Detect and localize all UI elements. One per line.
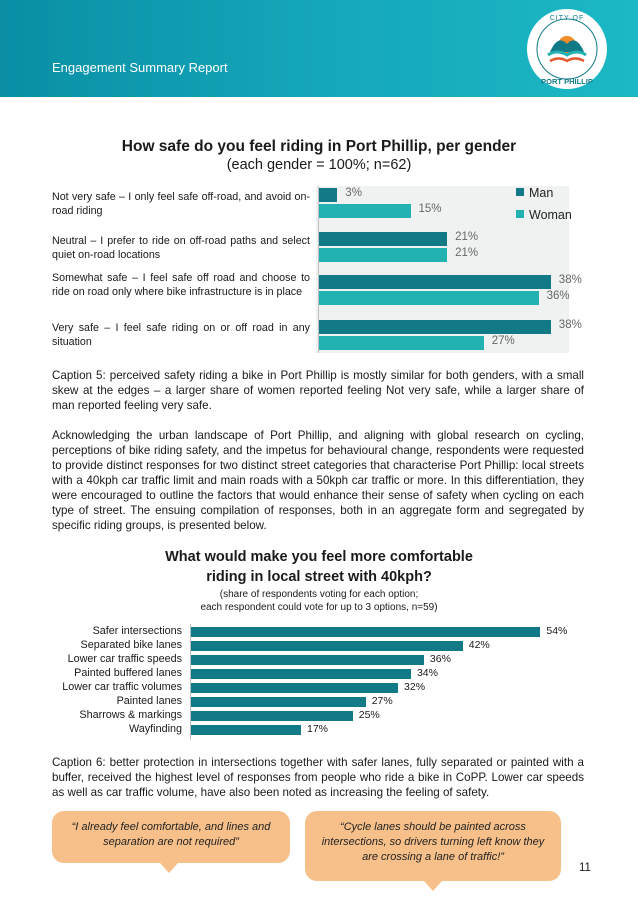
- chart1-subtitle: (each gender = 100%; n=62): [226, 157, 412, 173]
- chart1-data-label: 3%: [345, 187, 362, 199]
- chart2-subtitle-line2: each respondent could vote for up to 3 o…: [200, 602, 438, 613]
- page-number: 11: [579, 862, 591, 874]
- chart2-data-label: 34%: [416, 667, 438, 679]
- chart1-bar-man: [319, 320, 551, 334]
- chart1-data-label: 38%: [558, 274, 582, 286]
- chart1-data-label: 21%: [455, 247, 479, 259]
- chart1-bar-man: [319, 232, 448, 246]
- quote-bubble: “I already feel comfortable, and lines a…: [52, 811, 290, 863]
- quote-text: “Cycle lanes should be painted across in…: [321, 821, 545, 863]
- legend-label-man: Man: [529, 186, 554, 200]
- chart2-category-label: Lower car traffic volumes: [62, 681, 182, 693]
- chart1-bar-woman: [319, 204, 411, 218]
- quote-tail: [424, 881, 442, 891]
- chart2-bar: [191, 669, 411, 679]
- chart1-row-label: Somewhat safe – I feel safe off road and…: [52, 272, 310, 298]
- chart2-data-label: 25%: [358, 709, 380, 721]
- chart1-row-label: Neutral – I prefer to ride on off-road p…: [52, 235, 310, 261]
- legend-woman: Woman: [516, 208, 572, 222]
- chart1-data-label: 15%: [418, 203, 442, 215]
- report-title: Engagement Summary Report: [52, 60, 228, 75]
- chart1-data-label: 27%: [491, 335, 515, 347]
- chart1-bar-man: [319, 188, 338, 202]
- chart2-data-label: 27%: [371, 695, 393, 707]
- chart1-row-label: Not very safe – I only feel safe off-roa…: [52, 191, 310, 217]
- chart2-bar: [191, 725, 301, 735]
- chart2-subtitle-line1: (share of respondents voting for each op…: [219, 589, 419, 600]
- chart2-category-label: Painted lanes: [116, 695, 182, 707]
- chart2-category-label: Lower car traffic speeds: [67, 653, 182, 665]
- chart2-category-label: Separated bike lanes: [80, 639, 182, 651]
- legend-man: Man: [516, 186, 553, 200]
- city-of-port-phillip-logo: CITY OF PORT PHILLIP: [527, 9, 607, 89]
- chart2-category-label: Safer intersections: [92, 625, 182, 637]
- chart2-category-label: Painted buffered lanes: [74, 667, 182, 679]
- chart1-bar-woman: [319, 336, 484, 350]
- chart2-data-label: 17%: [306, 723, 328, 735]
- chart2-bar: [191, 655, 424, 665]
- chart2-data-label: 42%: [468, 639, 490, 651]
- chart1-data-label: 36%: [546, 290, 570, 302]
- chart1-title: How safe do you feel riding in Port Phil…: [121, 138, 517, 155]
- chart1-bar-woman: [319, 248, 448, 262]
- caption-5: Caption 5: perceived safety riding a bik…: [52, 369, 584, 412]
- logo-text-top: CITY OF: [550, 15, 584, 22]
- chart2-data-label: 36%: [429, 653, 451, 665]
- report-header: Engagement Summary Report CITY OF PORT P…: [0, 0, 638, 97]
- chart1-row-label: Very safe – I feel safe riding on or off…: [52, 322, 310, 348]
- chart2-category-label: Wayfinding: [128, 723, 182, 735]
- chart2-axis: [190, 624, 191, 740]
- chart2-data-label: 54%: [546, 625, 568, 637]
- legend-swatch-woman: [516, 210, 524, 218]
- chart1-data-label: 38%: [558, 319, 582, 331]
- legend-swatch-man: [516, 188, 524, 196]
- chart2-bar: [191, 627, 541, 637]
- chart2-bar: [191, 711, 353, 721]
- quote-bubble: “Cycle lanes should be painted across in…: [305, 811, 561, 881]
- chart2-title-line1: What would make you feel more comfortabl…: [165, 549, 473, 565]
- chart2-bar: [191, 683, 399, 693]
- logo-text-bottom: PORT PHILLIP: [541, 77, 593, 86]
- quote-tail: [160, 863, 178, 873]
- chart2-category-label: Sharrows & markings: [79, 709, 182, 721]
- quote-text: “I already feel comfortable, and lines a…: [71, 821, 271, 848]
- chart1-axis: [318, 186, 319, 353]
- chart2-data-label: 32%: [404, 681, 426, 693]
- chart2-title-line2: riding in local street with 40kph?: [206, 569, 432, 585]
- legend-label-woman: Woman: [529, 208, 572, 222]
- chart1-bar-woman: [319, 291, 539, 305]
- chart2-bar: [191, 697, 366, 707]
- body-paragraph: Acknowledging the urban landscape of Por…: [52, 429, 584, 532]
- chart2-bar: [191, 641, 463, 651]
- chart1-data-label: 21%: [455, 231, 479, 243]
- caption-6: Caption 6: better protection in intersec…: [52, 756, 584, 799]
- chart1-bar-man: [319, 275, 551, 289]
